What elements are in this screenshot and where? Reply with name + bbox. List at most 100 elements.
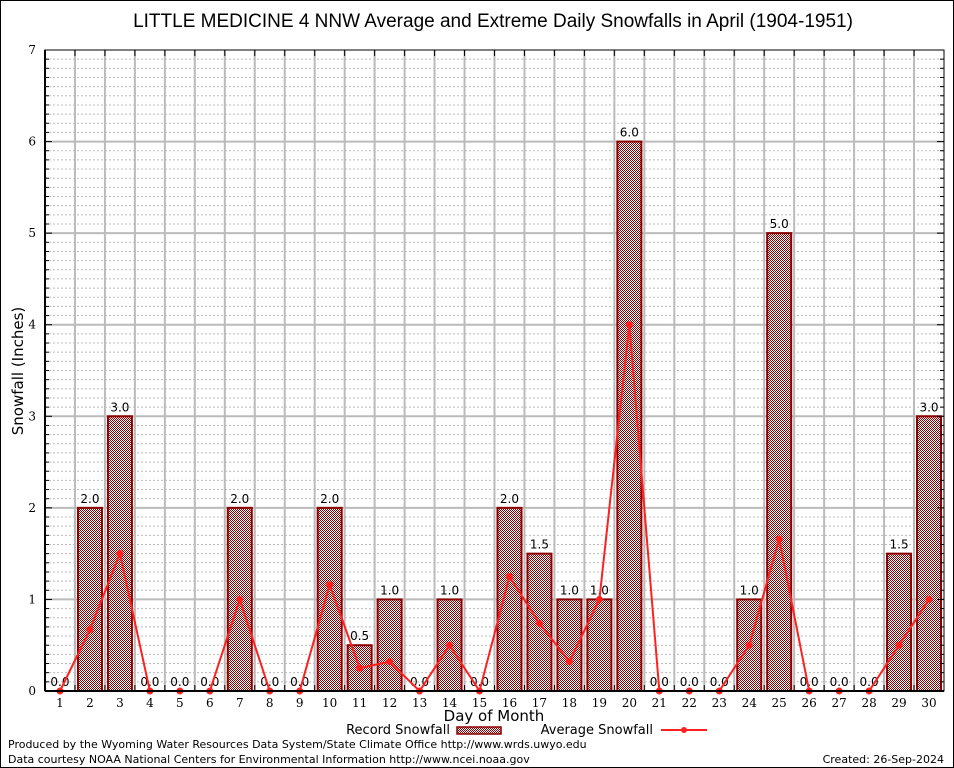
x-tick-label: 5 [176, 696, 184, 710]
bar-label-day-27: 0.0 [830, 675, 849, 689]
legend-record-swatch [456, 726, 502, 735]
x-tick-label: 11 [352, 696, 367, 710]
legend-average-label: Average Snowfall [541, 723, 653, 738]
average-point-day-11 [356, 664, 364, 672]
average-point-day-2 [86, 626, 94, 634]
bar-label-day-14: 1.0 [440, 583, 459, 597]
x-tick-label: 2 [86, 696, 94, 710]
x-tick-label: 9 [296, 696, 304, 710]
x-tick-label: 27 [831, 696, 846, 710]
average-point-day-29 [895, 641, 903, 649]
x-tick-label: 24 [742, 696, 758, 710]
x-tick-label: 20 [622, 696, 637, 710]
bar-label-day-17: 1.5 [530, 538, 549, 552]
x-tick-label: 23 [712, 696, 727, 710]
average-point-day-25 [775, 535, 783, 543]
bar-label-day-8: 0.0 [260, 675, 279, 689]
y-tick-label: 2 [28, 501, 36, 515]
average-point-day-3 [116, 550, 124, 558]
x-tick-label: 19 [592, 696, 607, 710]
average-point-day-30 [925, 595, 933, 603]
bar-day-30 [916, 415, 943, 692]
bar-day-16 [496, 506, 523, 692]
bar-label-day-2: 2.0 [80, 492, 99, 506]
footer-data-courtesy: Data courtesy NOAA National Centers for … [8, 753, 530, 766]
bar-label-day-24: 1.0 [740, 583, 759, 597]
x-tick-labels: 1 2 3 4 5 6 7 8 9 10 11 12 13 14 15 16 17 18 19 20 21 22 23 24 2… [56, 696, 936, 710]
y-axis-label: Snowfall (Inches) [9, 307, 27, 435]
x-axis-label: Day of Month [444, 707, 545, 725]
bar-label-day-22: 0.0 [680, 675, 699, 689]
x-tick-label: 25 [772, 696, 787, 710]
y-tick-label: 6 [28, 135, 36, 149]
x-tick-label: 15 [472, 696, 487, 710]
bar-label-day-16: 2.0 [500, 492, 519, 506]
bar-day-2 [76, 506, 103, 692]
chart-title: LITTLE MEDICINE 4 NNW Average and Extrem… [133, 11, 853, 32]
x-tick-label: 8 [266, 696, 274, 710]
x-tick-label: 14 [442, 696, 458, 710]
axes [44, 49, 945, 692]
legend-record-label: Record Snowfall [346, 723, 450, 738]
legend: Record Snowfall Average Snowfall [346, 723, 707, 738]
bar-day-17 [526, 552, 553, 693]
average-point-day-24 [745, 641, 753, 649]
x-tick-label: 22 [682, 696, 697, 710]
bar-label-day-20: 6.0 [620, 126, 639, 140]
average-point-day-16 [505, 573, 513, 581]
average-point-day-17 [535, 619, 543, 627]
x-tick-label: 13 [412, 696, 427, 710]
bar-label-day-29: 1.5 [890, 538, 909, 552]
average-point-day-20 [625, 321, 633, 329]
x-tick-label: 6 [206, 696, 214, 710]
y-tick-label: 5 [28, 226, 36, 240]
bar-label-day-4: 0.0 [140, 675, 159, 689]
bar-label-day-1: 0.0 [50, 675, 69, 689]
x-tick-label: 7 [236, 696, 244, 710]
x-tick-label: 16 [502, 696, 517, 710]
bar-day-29 [886, 552, 913, 693]
x-tick-label: 29 [891, 696, 906, 710]
grid [45, 50, 944, 691]
average-point-day-10 [326, 581, 334, 589]
y-tick-label: 1 [28, 592, 36, 606]
bar-label-day-9: 0.0 [290, 675, 309, 689]
x-tick-label: 1 [56, 696, 64, 710]
bar-label-day-6: 0.0 [200, 675, 219, 689]
footer-produced-by: Produced by the Wyoming Water Resources … [8, 738, 587, 751]
average-point-day-18 [565, 658, 573, 666]
x-tick-label: 12 [382, 696, 397, 710]
bar-day-12 [376, 598, 403, 693]
y-tick-labels: 0 1 2 3 4 5 6 7 [28, 43, 36, 698]
average-point-day-12 [386, 658, 394, 666]
bar-label-day-7: 2.0 [230, 492, 249, 506]
x-tick-label: 26 [802, 696, 817, 710]
average-point-day-19 [595, 595, 603, 603]
y-tick-label: 7 [28, 43, 36, 57]
average-point-day-14 [446, 641, 454, 649]
x-tick-label: 18 [562, 696, 577, 710]
bar-label-day-30: 3.0 [919, 400, 938, 414]
footer-created-date: Created: 26-Sep-2024 [823, 753, 944, 766]
y-tick-label: 4 [28, 318, 36, 332]
average-point-day-7 [236, 595, 244, 603]
bar-day-19 [586, 598, 613, 693]
x-tick-label: 30 [921, 696, 936, 710]
x-tick-label: 10 [322, 696, 337, 710]
bar-day-10 [316, 506, 343, 692]
bar-label-day-3: 3.0 [110, 400, 129, 414]
legend-average-marker [681, 727, 687, 733]
bar-label-day-26: 0.0 [800, 675, 819, 689]
bar-label-day-12: 1.0 [380, 583, 399, 597]
bar-label-day-11: 0.5 [350, 629, 369, 643]
x-tick-label: 28 [861, 696, 876, 710]
bar-label-day-18: 1.0 [560, 583, 579, 597]
y-tick-label: 3 [28, 409, 36, 423]
x-tick-label: 17 [532, 696, 547, 710]
x-tick-label: 4 [146, 696, 154, 710]
bar-label-day-25: 5.0 [770, 217, 789, 231]
x-tick-label: 3 [116, 696, 124, 710]
bar-label-day-10: 2.0 [320, 492, 339, 506]
bar-day-25 [766, 232, 793, 692]
